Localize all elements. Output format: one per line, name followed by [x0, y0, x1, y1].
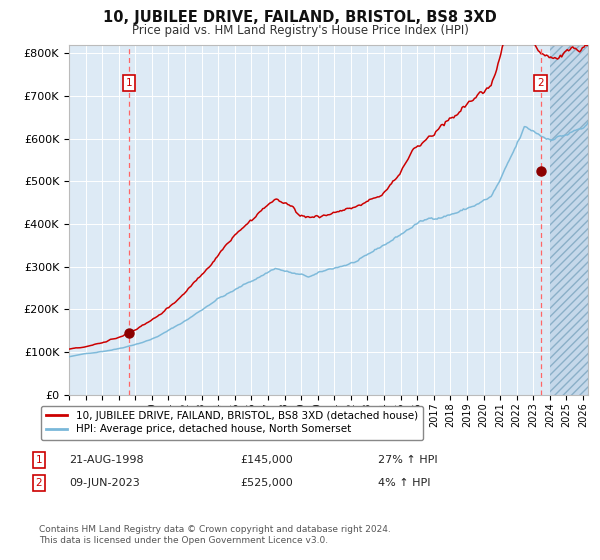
Text: 21-AUG-1998: 21-AUG-1998 [69, 455, 143, 465]
Text: 1: 1 [126, 78, 133, 88]
Text: 2: 2 [537, 78, 544, 88]
Text: 10, JUBILEE DRIVE, FAILAND, BRISTOL, BS8 3XD: 10, JUBILEE DRIVE, FAILAND, BRISTOL, BS8… [103, 10, 497, 25]
Text: Contains HM Land Registry data © Crown copyright and database right 2024.
This d: Contains HM Land Registry data © Crown c… [39, 525, 391, 545]
Bar [550, 45, 588, 395]
Text: £145,000: £145,000 [240, 455, 293, 465]
Text: 2: 2 [35, 478, 43, 488]
Legend: 10, JUBILEE DRIVE, FAILAND, BRISTOL, BS8 3XD (detached house), HPI: Average pric: 10, JUBILEE DRIVE, FAILAND, BRISTOL, BS8… [41, 405, 423, 440]
Text: 1: 1 [35, 455, 43, 465]
Text: 4% ↑ HPI: 4% ↑ HPI [378, 478, 431, 488]
Text: £525,000: £525,000 [240, 478, 293, 488]
Text: 27% ↑ HPI: 27% ↑ HPI [378, 455, 437, 465]
Text: 09-JUN-2023: 09-JUN-2023 [69, 478, 140, 488]
Text: Price paid vs. HM Land Registry's House Price Index (HPI): Price paid vs. HM Land Registry's House … [131, 24, 469, 36]
